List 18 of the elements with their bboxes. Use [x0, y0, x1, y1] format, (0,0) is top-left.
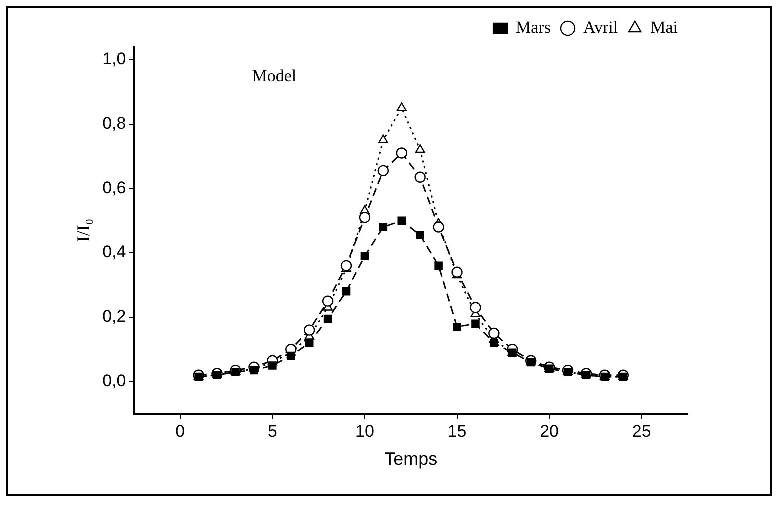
y-axis-title: I/I₀ — [74, 218, 94, 242]
y-tick-label: 1,0 — [102, 50, 126, 69]
x-tick-label: 15 — [448, 422, 467, 441]
y-tick-label: 0,2 — [102, 307, 126, 326]
y-tick-label: 0,6 — [102, 178, 126, 198]
annotation: Model — [252, 66, 297, 86]
x-tick-label: 5 — [268, 422, 278, 441]
y-tick-label: 0,0 — [102, 371, 126, 390]
y-tick-label: 0,8 — [102, 114, 126, 133]
legend-label: Mars — [516, 18, 552, 37]
x-tick-label: 20 — [540, 422, 560, 441]
x-tick-label: 0 — [176, 422, 186, 441]
y-tick-label: 0,4 — [102, 242, 126, 262]
x-axis-title: Temps — [384, 449, 438, 470]
x-tick-label: 25 — [632, 422, 652, 441]
legend-label: Mai — [650, 18, 678, 37]
x-tick-label: 10 — [356, 422, 374, 441]
legend-label: Avril — [583, 18, 618, 37]
